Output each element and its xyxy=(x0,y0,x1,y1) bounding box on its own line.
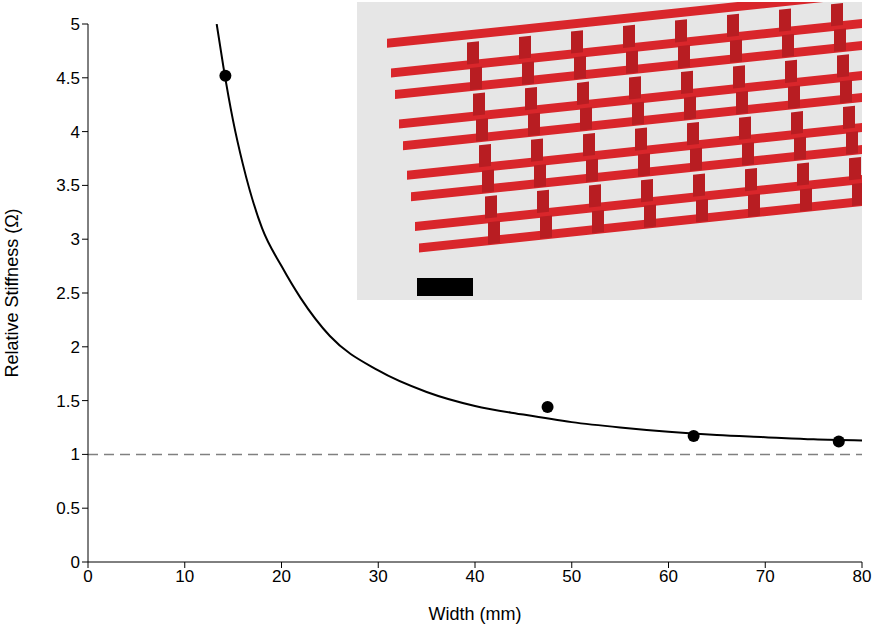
svg-text:Width (mm): Width (mm) xyxy=(429,604,522,624)
svg-text:40: 40 xyxy=(466,567,485,586)
svg-text:Relative Stiffness (Ω): Relative Stiffness (Ω) xyxy=(2,208,22,377)
svg-text:80: 80 xyxy=(853,567,872,586)
svg-text:0: 0 xyxy=(83,567,92,586)
svg-text:10: 10 xyxy=(175,567,194,586)
svg-text:0.5: 0.5 xyxy=(56,499,80,518)
svg-text:0: 0 xyxy=(71,553,80,572)
svg-text:30: 30 xyxy=(369,567,388,586)
svg-text:1.5: 1.5 xyxy=(56,392,80,411)
svg-text:60: 60 xyxy=(659,567,678,586)
svg-text:20: 20 xyxy=(272,567,291,586)
svg-text:3: 3 xyxy=(71,230,80,249)
svg-text:2.5: 2.5 xyxy=(56,284,80,303)
svg-text:4: 4 xyxy=(71,123,80,142)
svg-text:4.5: 4.5 xyxy=(56,69,80,88)
svg-text:3.5: 3.5 xyxy=(56,176,80,195)
svg-text:2: 2 xyxy=(71,338,80,357)
svg-text:50: 50 xyxy=(562,567,581,586)
svg-text:70: 70 xyxy=(756,567,775,586)
svg-text:5: 5 xyxy=(71,15,80,34)
svg-text:1: 1 xyxy=(71,445,80,464)
